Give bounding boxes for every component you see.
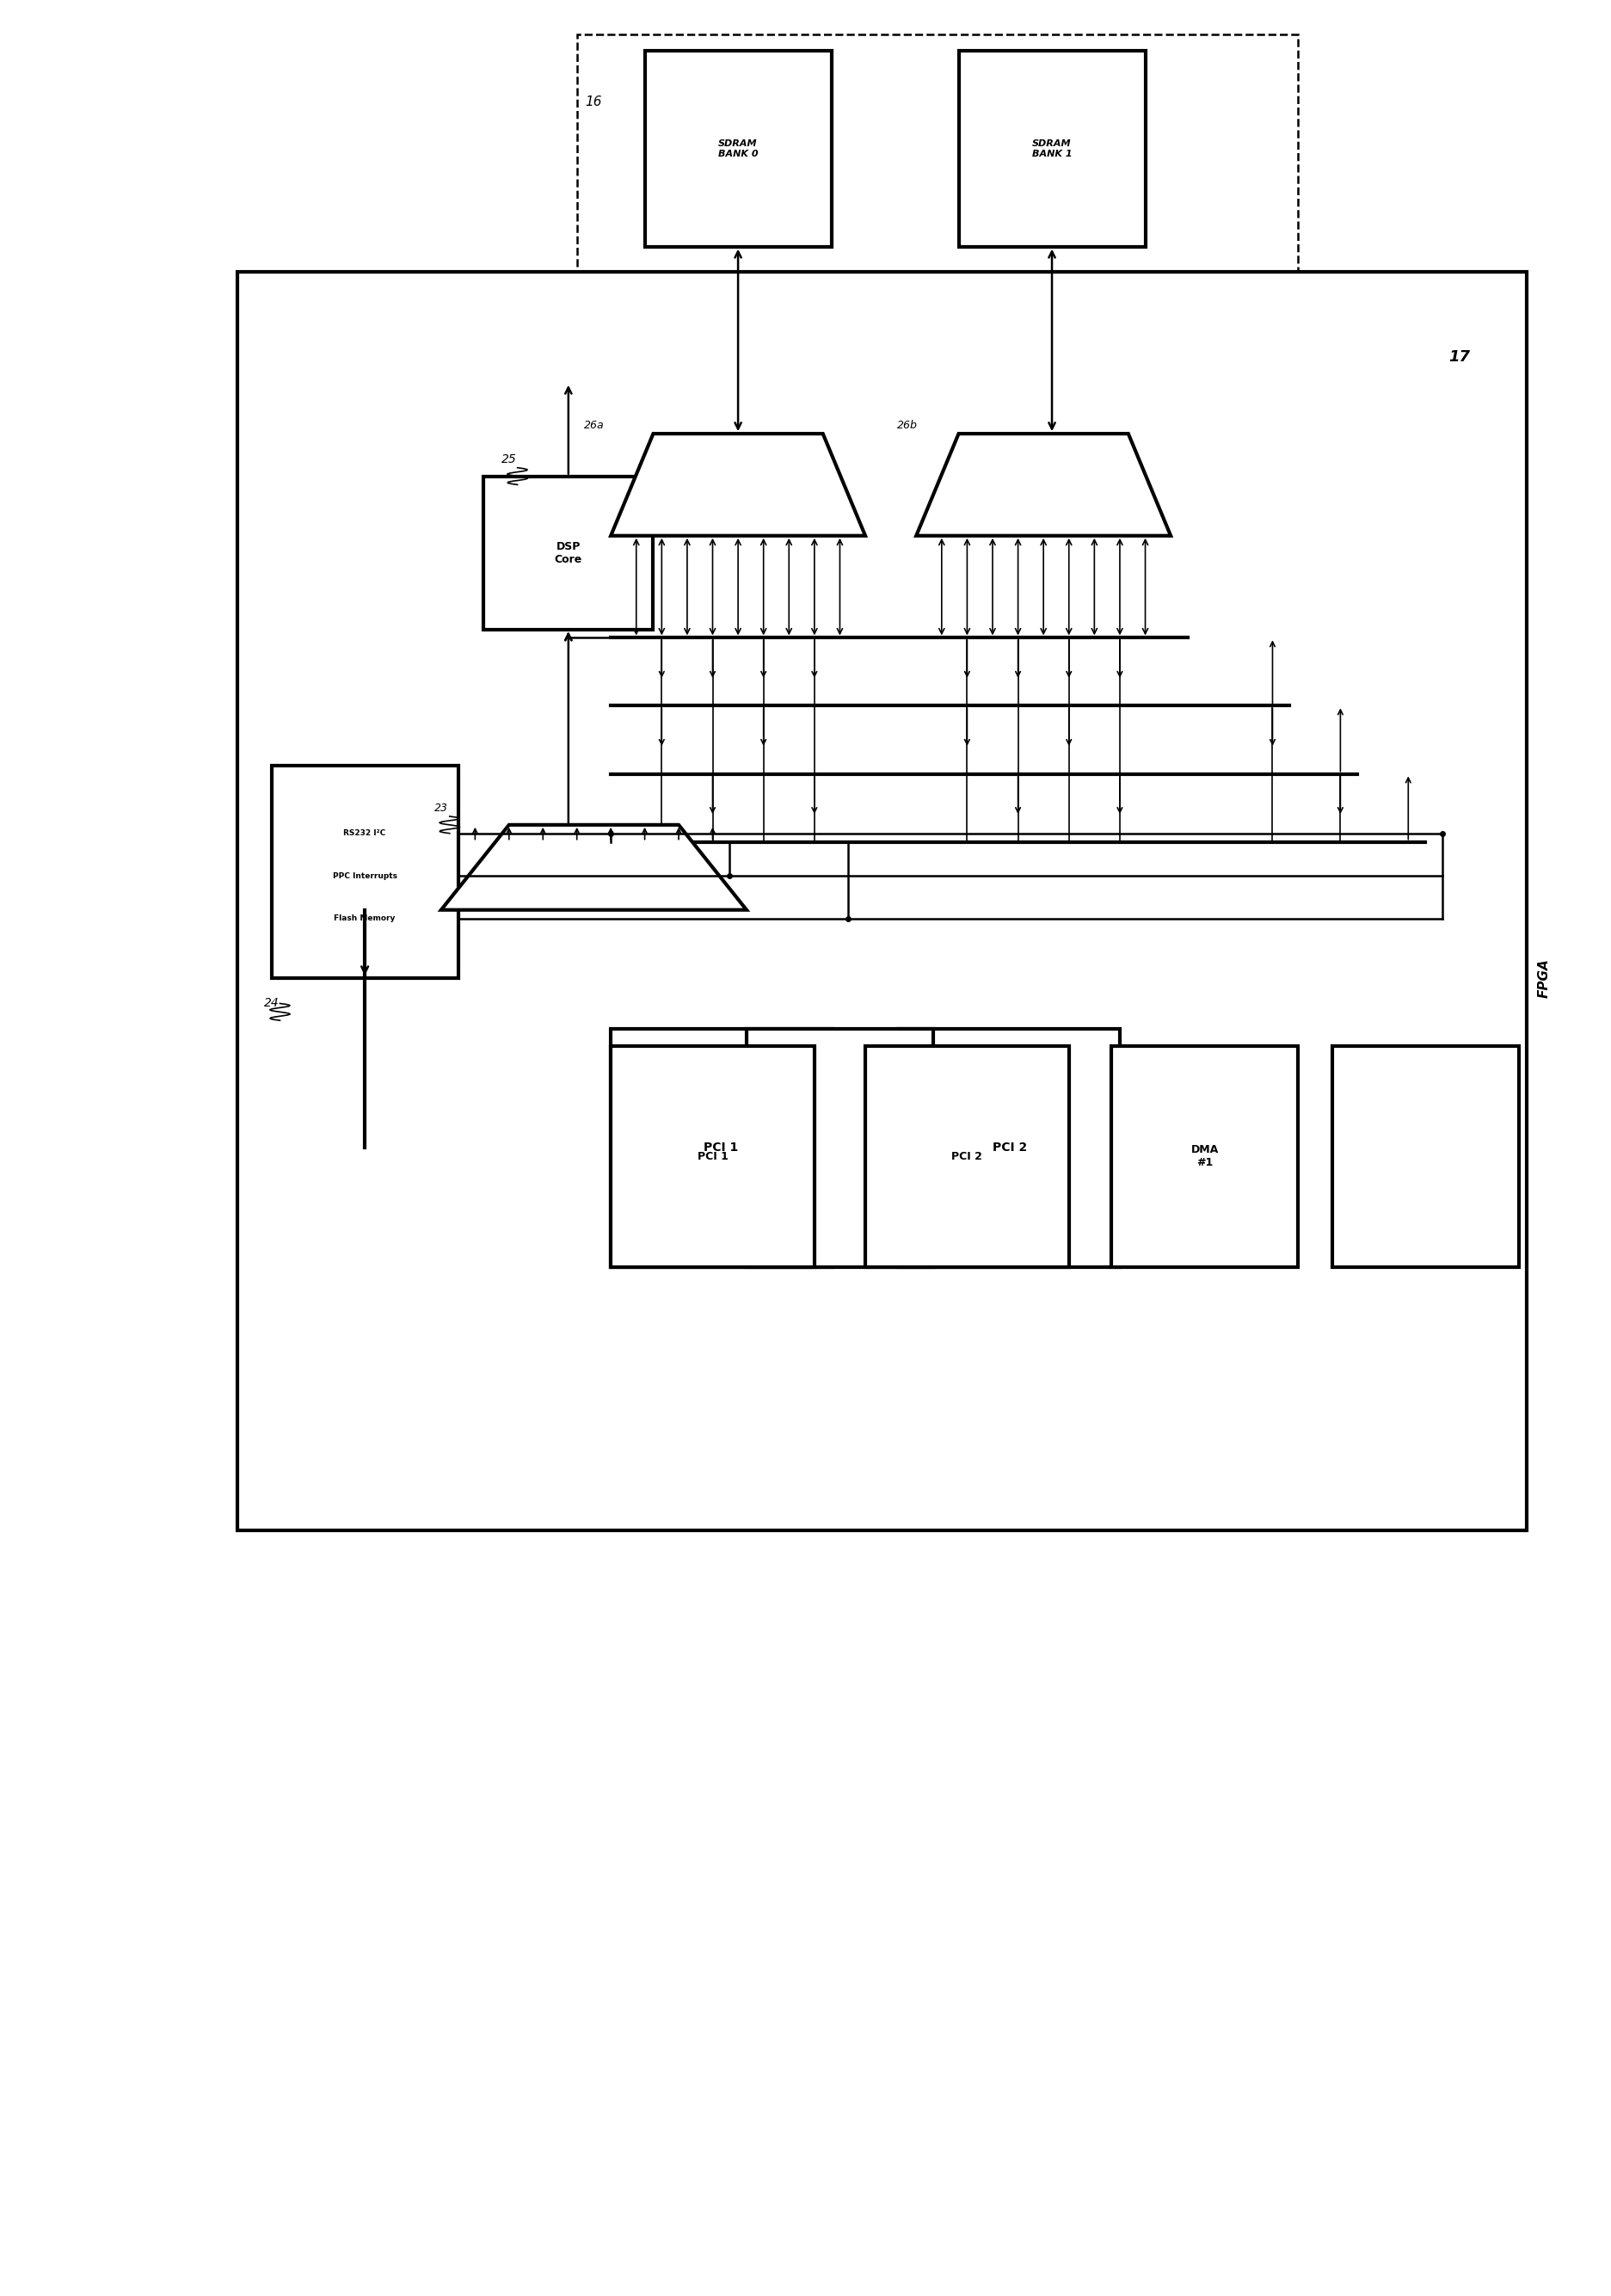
Bar (959, 51, 1145, 246)
Text: 16: 16 (585, 96, 603, 108)
Text: SDRAM
BANK 0: SDRAM BANK 0 (717, 140, 757, 158)
Text: PCI 1: PCI 1 (698, 1150, 728, 1162)
Text: FPGA: FPGA (1537, 957, 1550, 996)
Text: 26a: 26a (583, 420, 604, 432)
Bar (746, 1029, 933, 1267)
Bar (899, 1029, 1120, 1267)
Polygon shape (915, 434, 1170, 535)
Text: 17: 17 (1448, 349, 1469, 365)
Bar (611, 1047, 814, 1267)
Text: 24: 24 (264, 996, 279, 1010)
Text: RS232 I²C: RS232 I²C (343, 829, 385, 838)
Text: 25: 25 (501, 452, 517, 466)
Bar (577, 34, 1297, 273)
Bar (1110, 1047, 1297, 1267)
Text: 26b: 26b (897, 420, 918, 432)
Text: Flash Memory: Flash Memory (333, 914, 395, 923)
Bar (611, 1029, 831, 1267)
Bar (271, 765, 458, 978)
Text: PCI 2: PCI 2 (992, 1141, 1026, 1155)
Bar (483, 475, 652, 629)
Bar (644, 51, 831, 246)
Text: DMA
#1: DMA #1 (1191, 1143, 1218, 1169)
Bar (1331, 1047, 1518, 1267)
Text: DSP
Core: DSP Core (554, 540, 582, 565)
Text: PCI 1: PCI 1 (704, 1141, 738, 1155)
Text: PCI 2: PCI 2 (950, 1150, 983, 1162)
Bar (237, 273, 1526, 1531)
Bar (865, 1047, 1068, 1267)
Text: PPC Interrupts: PPC Interrupts (332, 872, 396, 879)
Polygon shape (611, 434, 865, 535)
Polygon shape (441, 824, 746, 909)
Text: 23: 23 (433, 801, 448, 813)
Text: SDRAM
BANK 1: SDRAM BANK 1 (1031, 140, 1071, 158)
